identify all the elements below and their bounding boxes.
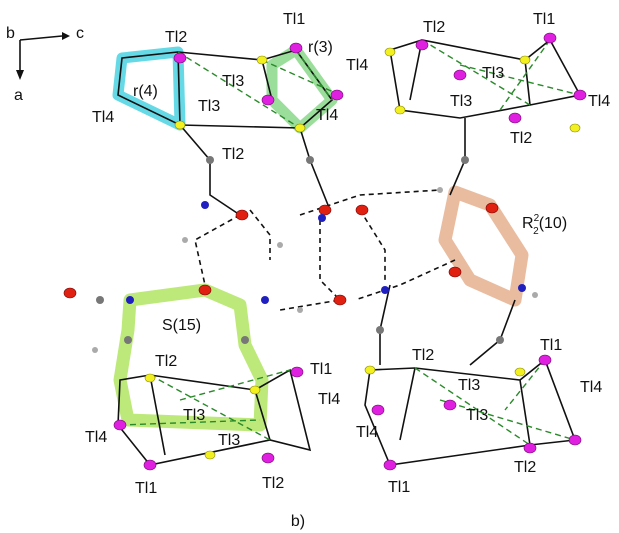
atom-label: Tl4: [85, 429, 107, 446]
caption: b): [291, 513, 305, 530]
atom-label: Tl2: [423, 19, 445, 36]
motif-symbol: R: [522, 215, 534, 232]
axis-arrows: [16, 32, 70, 80]
atom-label: Tl4: [356, 424, 378, 441]
atom-label: Tl4: [318, 391, 340, 408]
atom-label: Tl1: [310, 361, 332, 378]
atom-label: Tl1: [283, 11, 305, 28]
motif-label: r(3): [308, 39, 333, 56]
atom-label: Tl2: [510, 130, 532, 147]
atom-label: Tl3: [198, 98, 220, 115]
atom-label: Tl3: [222, 73, 244, 90]
atom-label: Tl3: [466, 407, 488, 424]
atom-label: Tl2: [222, 146, 244, 163]
structure-diagram: b c a Tl2 Tl1 Tl3 Tl4 Tl4 Tl3 Tl2 Tl4 Tl…: [0, 0, 619, 533]
atom-label: Tl4: [588, 93, 610, 110]
atom-label: Tl2: [165, 29, 187, 46]
atom-label: Tl3: [482, 65, 504, 82]
atom-label: Tl2: [412, 347, 434, 364]
atom-label: Tl4: [316, 107, 338, 124]
motif-label: r(4): [133, 83, 158, 100]
motif-size: (10): [539, 215, 567, 232]
bonds: [118, 40, 580, 465]
axis-label: b: [6, 25, 15, 42]
atom-label: Tl2: [155, 353, 177, 370]
axis-label: c: [76, 25, 84, 42]
atom-label: Tl2: [514, 459, 536, 476]
atom-label: Tl3: [218, 432, 240, 449]
atom-label: Tl1: [135, 480, 157, 497]
atom-label: Tl2: [262, 475, 284, 492]
atom-label: Tl4: [92, 109, 114, 126]
atom-label: Tl3: [450, 93, 472, 110]
atom-label: Tl4: [346, 57, 368, 74]
atom-label: Tl1: [388, 479, 410, 496]
axis-label: a: [14, 87, 23, 104]
motif-label: S(15): [162, 317, 201, 334]
atom-label: Tl3: [183, 407, 205, 424]
atom-label: Tl4: [580, 379, 602, 396]
atom-label: Tl3: [458, 377, 480, 394]
atom-label: Tl1: [540, 337, 562, 354]
atom-label: Tl1: [533, 11, 555, 28]
